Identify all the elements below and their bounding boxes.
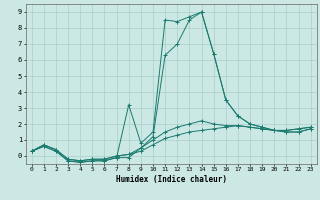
X-axis label: Humidex (Indice chaleur): Humidex (Indice chaleur) — [116, 175, 227, 184]
